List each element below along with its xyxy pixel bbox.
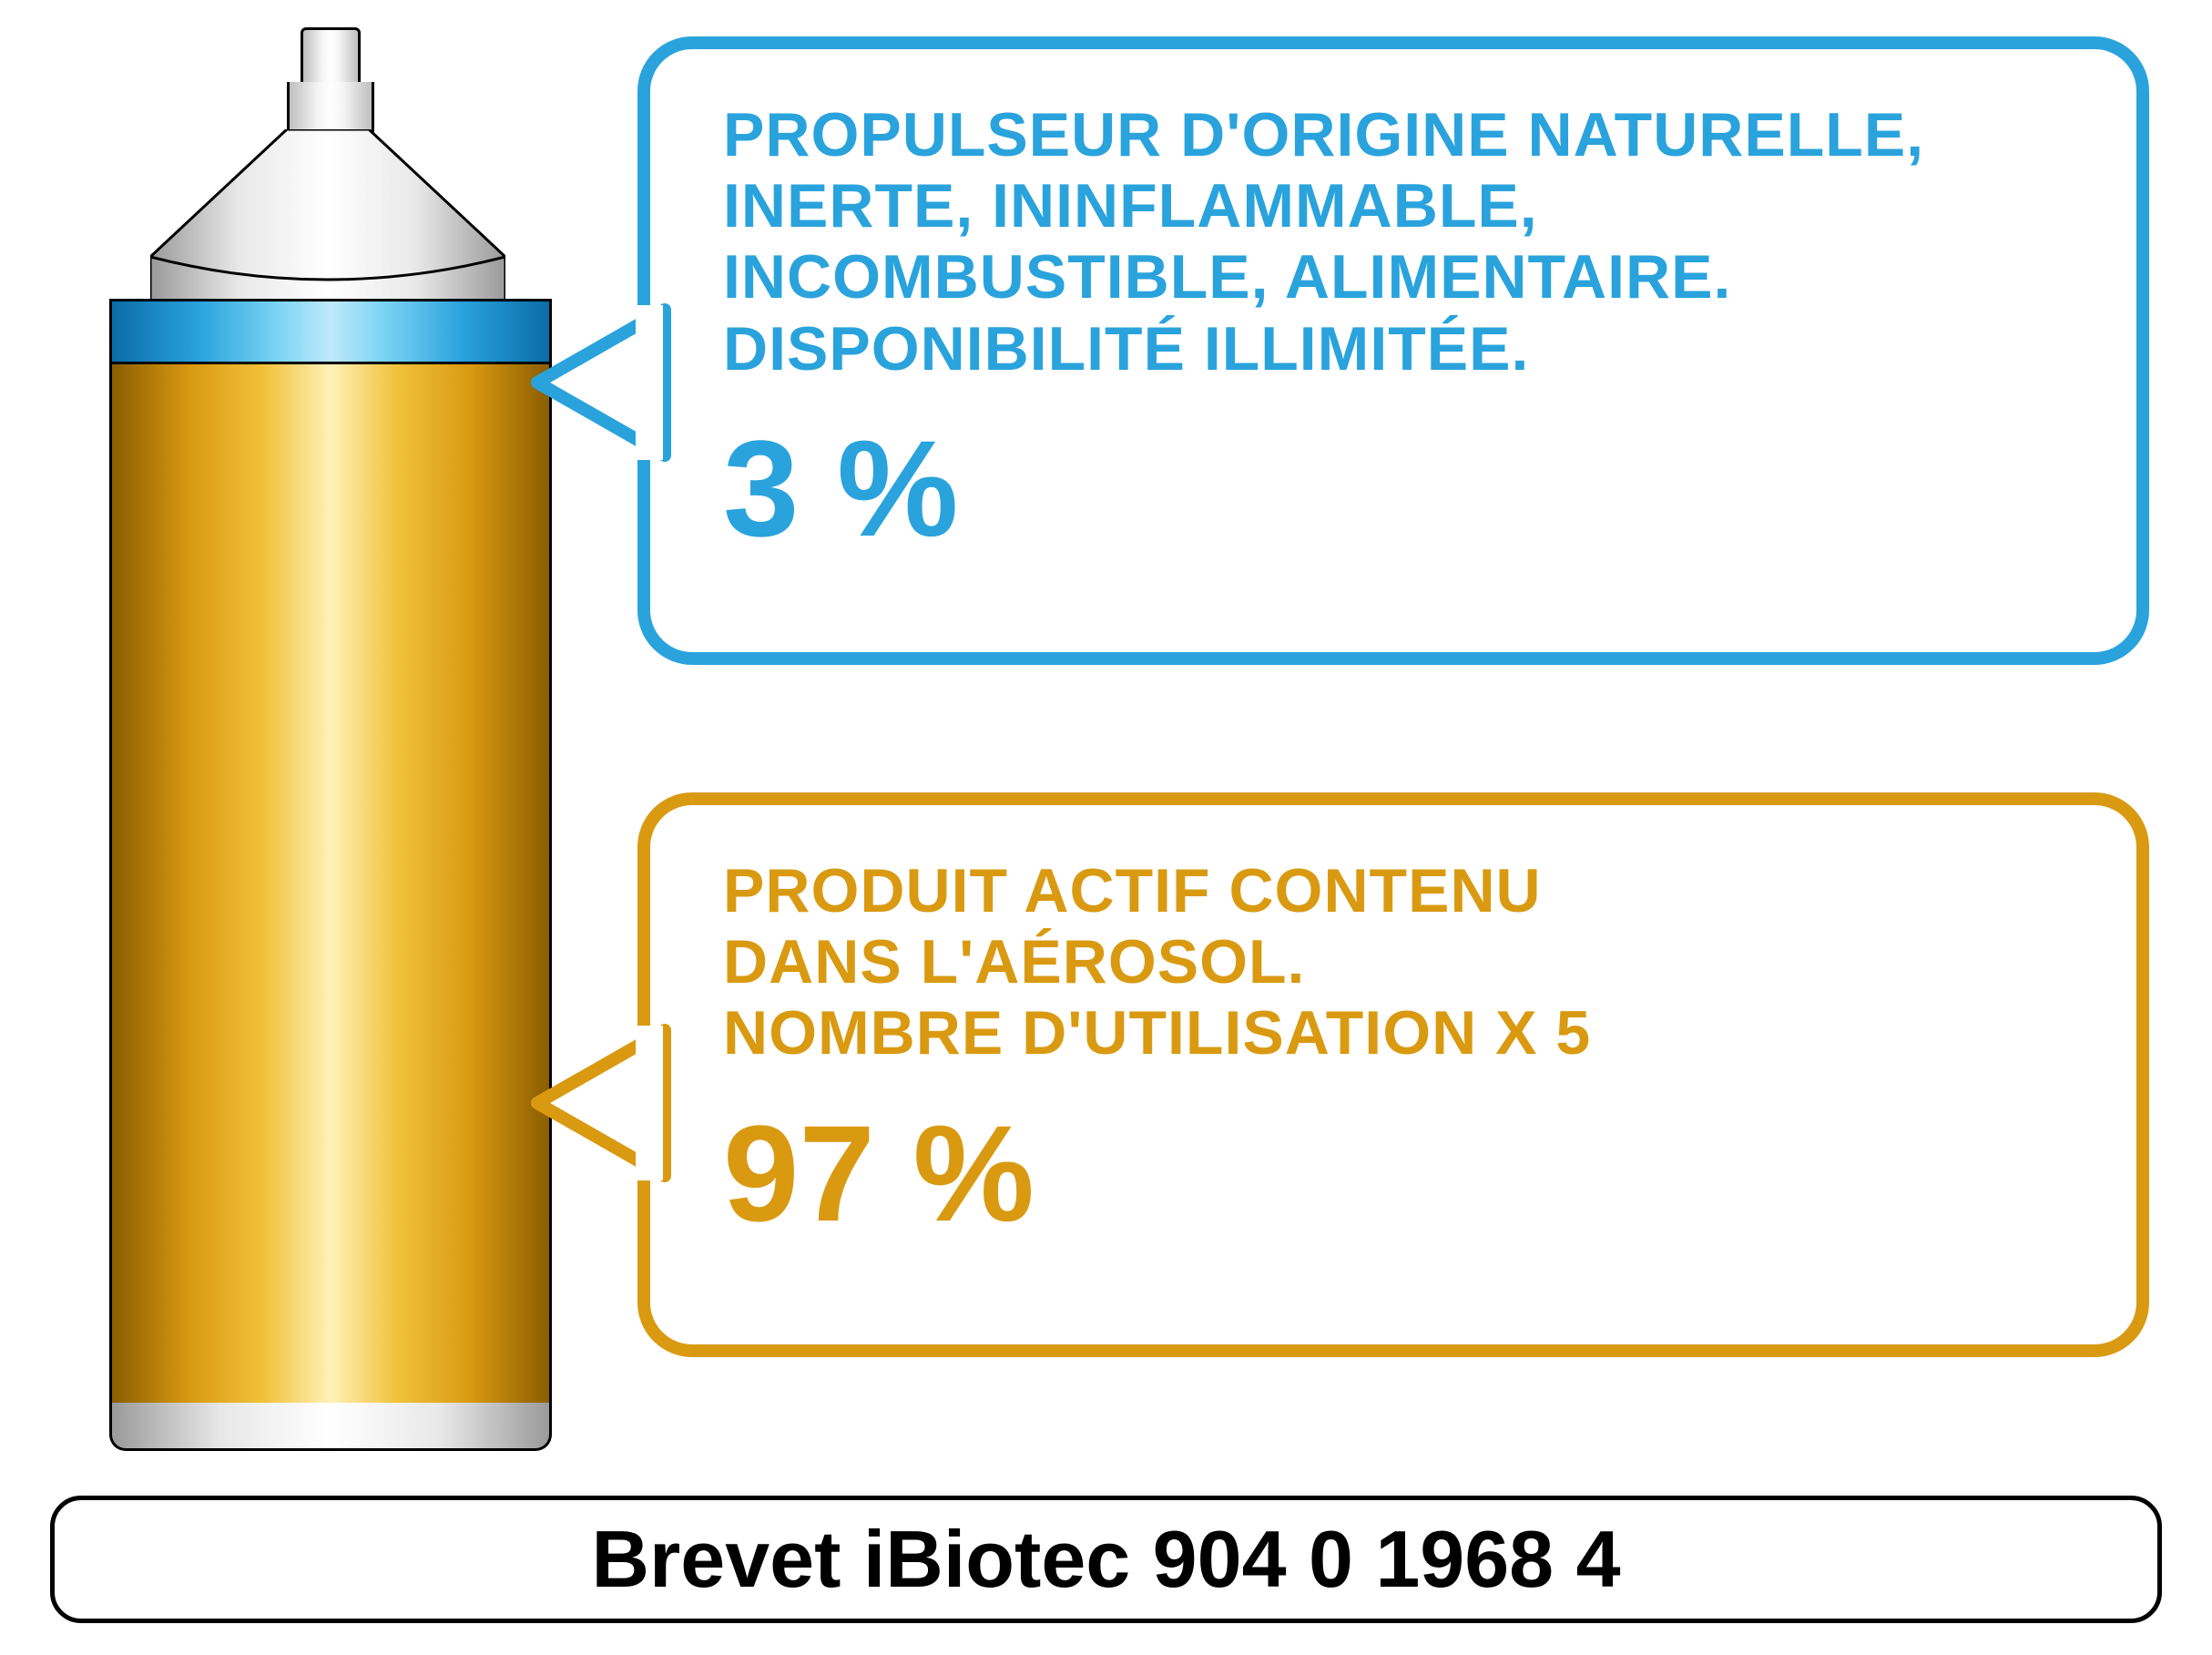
can-stem bbox=[287, 82, 374, 135]
callout-active-text: PRODUIT ACTIF CONTENUDANS L'AÉROSOL.NOMB… bbox=[723, 855, 2073, 1069]
patent-text: Brevet iBiotec 904 0 1968 4 bbox=[591, 1513, 1620, 1606]
callout-propellant: PROPULSEUR D'ORIGINE NATURELLE,INERTE, I… bbox=[637, 36, 2149, 665]
can-bottom-rim bbox=[109, 1403, 552, 1451]
callout-active-percent: 97 % bbox=[723, 1095, 2073, 1252]
patent-bar: Brevet iBiotec 904 0 1968 4 bbox=[50, 1496, 2162, 1623]
callout-propellant-percent: 3 % bbox=[723, 410, 2073, 567]
callout-propellant-text: PROPULSEUR D'ORIGINE NATURELLE,INERTE, I… bbox=[723, 99, 2073, 384]
can-nozzle bbox=[301, 27, 361, 87]
spray-can bbox=[109, 27, 546, 1448]
can-blue-band bbox=[109, 299, 552, 364]
callout-active: PRODUIT ACTIF CONTENUDANS L'AÉROSOL.NOMB… bbox=[637, 792, 2149, 1357]
can-shoulder bbox=[150, 129, 505, 302]
can-body bbox=[109, 364, 552, 1405]
